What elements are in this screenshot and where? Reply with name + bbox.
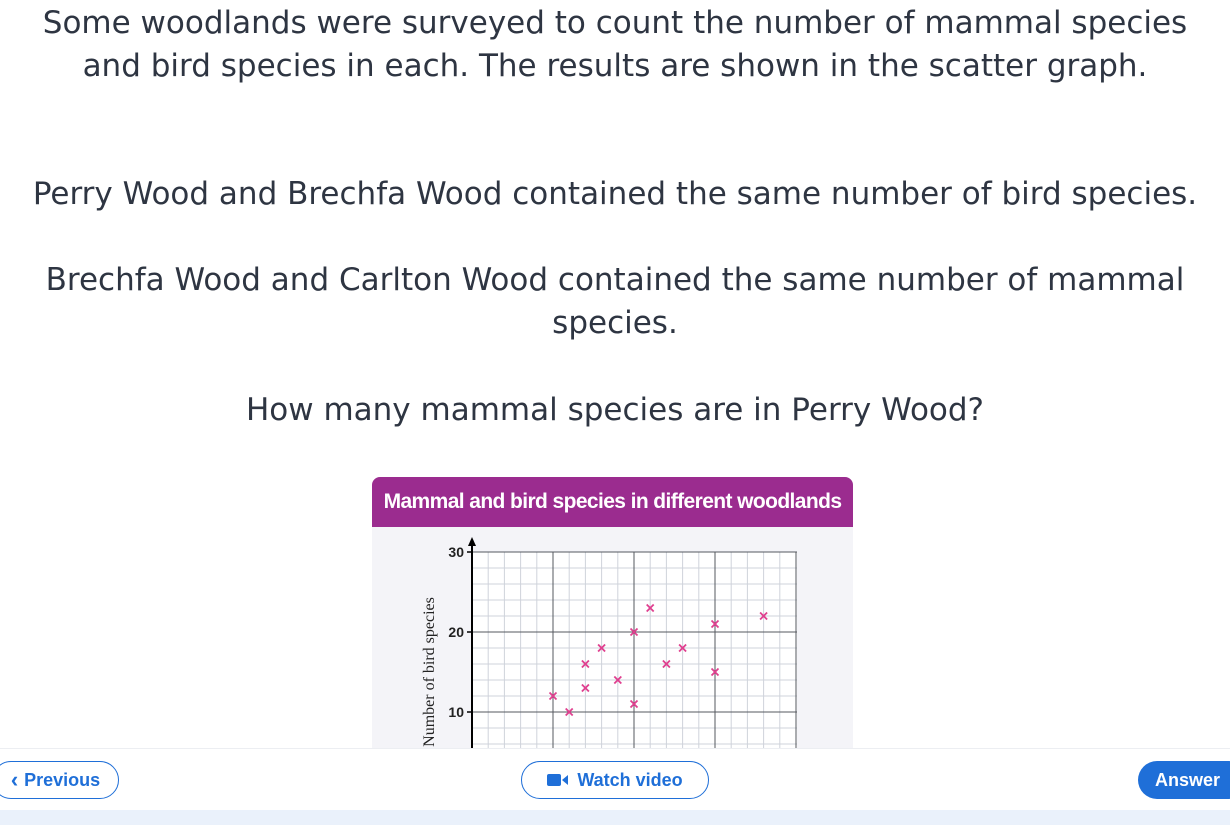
data-point (759, 611, 768, 621)
data-point (678, 643, 687, 653)
chevron-left-icon: ‹ (10, 767, 19, 792)
chart-title: Mammal and bird species in different woo… (372, 477, 853, 527)
previous-label: Previous (24, 769, 101, 790)
question-prompt: How many mammal species are in Perry Woo… (245, 392, 985, 428)
data-point (597, 643, 606, 653)
video-camera-icon (547, 774, 569, 786)
data-point (613, 675, 622, 685)
data-point (548, 691, 558, 701)
data-point (565, 707, 574, 717)
data-point (710, 619, 720, 629)
y-tick-label: 10 (448, 704, 464, 720)
question-info-1: Perry Wood and Brechfa Wood contained th… (32, 176, 1198, 212)
bottom-strip (0, 810, 1230, 825)
y-axis-label: Number of bird species (421, 597, 438, 747)
y-tick-label: 30 (448, 544, 464, 560)
previous-button[interactable]: ‹ Previous (0, 761, 119, 799)
data-point (662, 659, 671, 669)
data-point (710, 667, 720, 677)
scatter-chart: 30 20 10 Number of bird species (421, 537, 797, 752)
scatter-chart-card: Mammal and bird species in different woo… (372, 477, 853, 752)
data-point (629, 699, 639, 709)
data-point (581, 659, 590, 669)
answer-button[interactable]: Answer (1138, 761, 1230, 799)
y-axis-arrow (468, 537, 476, 546)
data-point (646, 603, 655, 613)
y-tick-label: 20 (448, 624, 464, 640)
watch-video-button[interactable]: Watch video (521, 761, 709, 799)
data-point (581, 683, 590, 693)
watch-video-label: Watch video (577, 769, 683, 790)
answer-label: Answer (1155, 769, 1221, 790)
question-info-2: Brechfa Wood and Carlton Wood contained … (45, 262, 1185, 341)
data-point (629, 627, 639, 637)
question-intro: Some woodlands were surveyed to count th… (42, 5, 1188, 84)
